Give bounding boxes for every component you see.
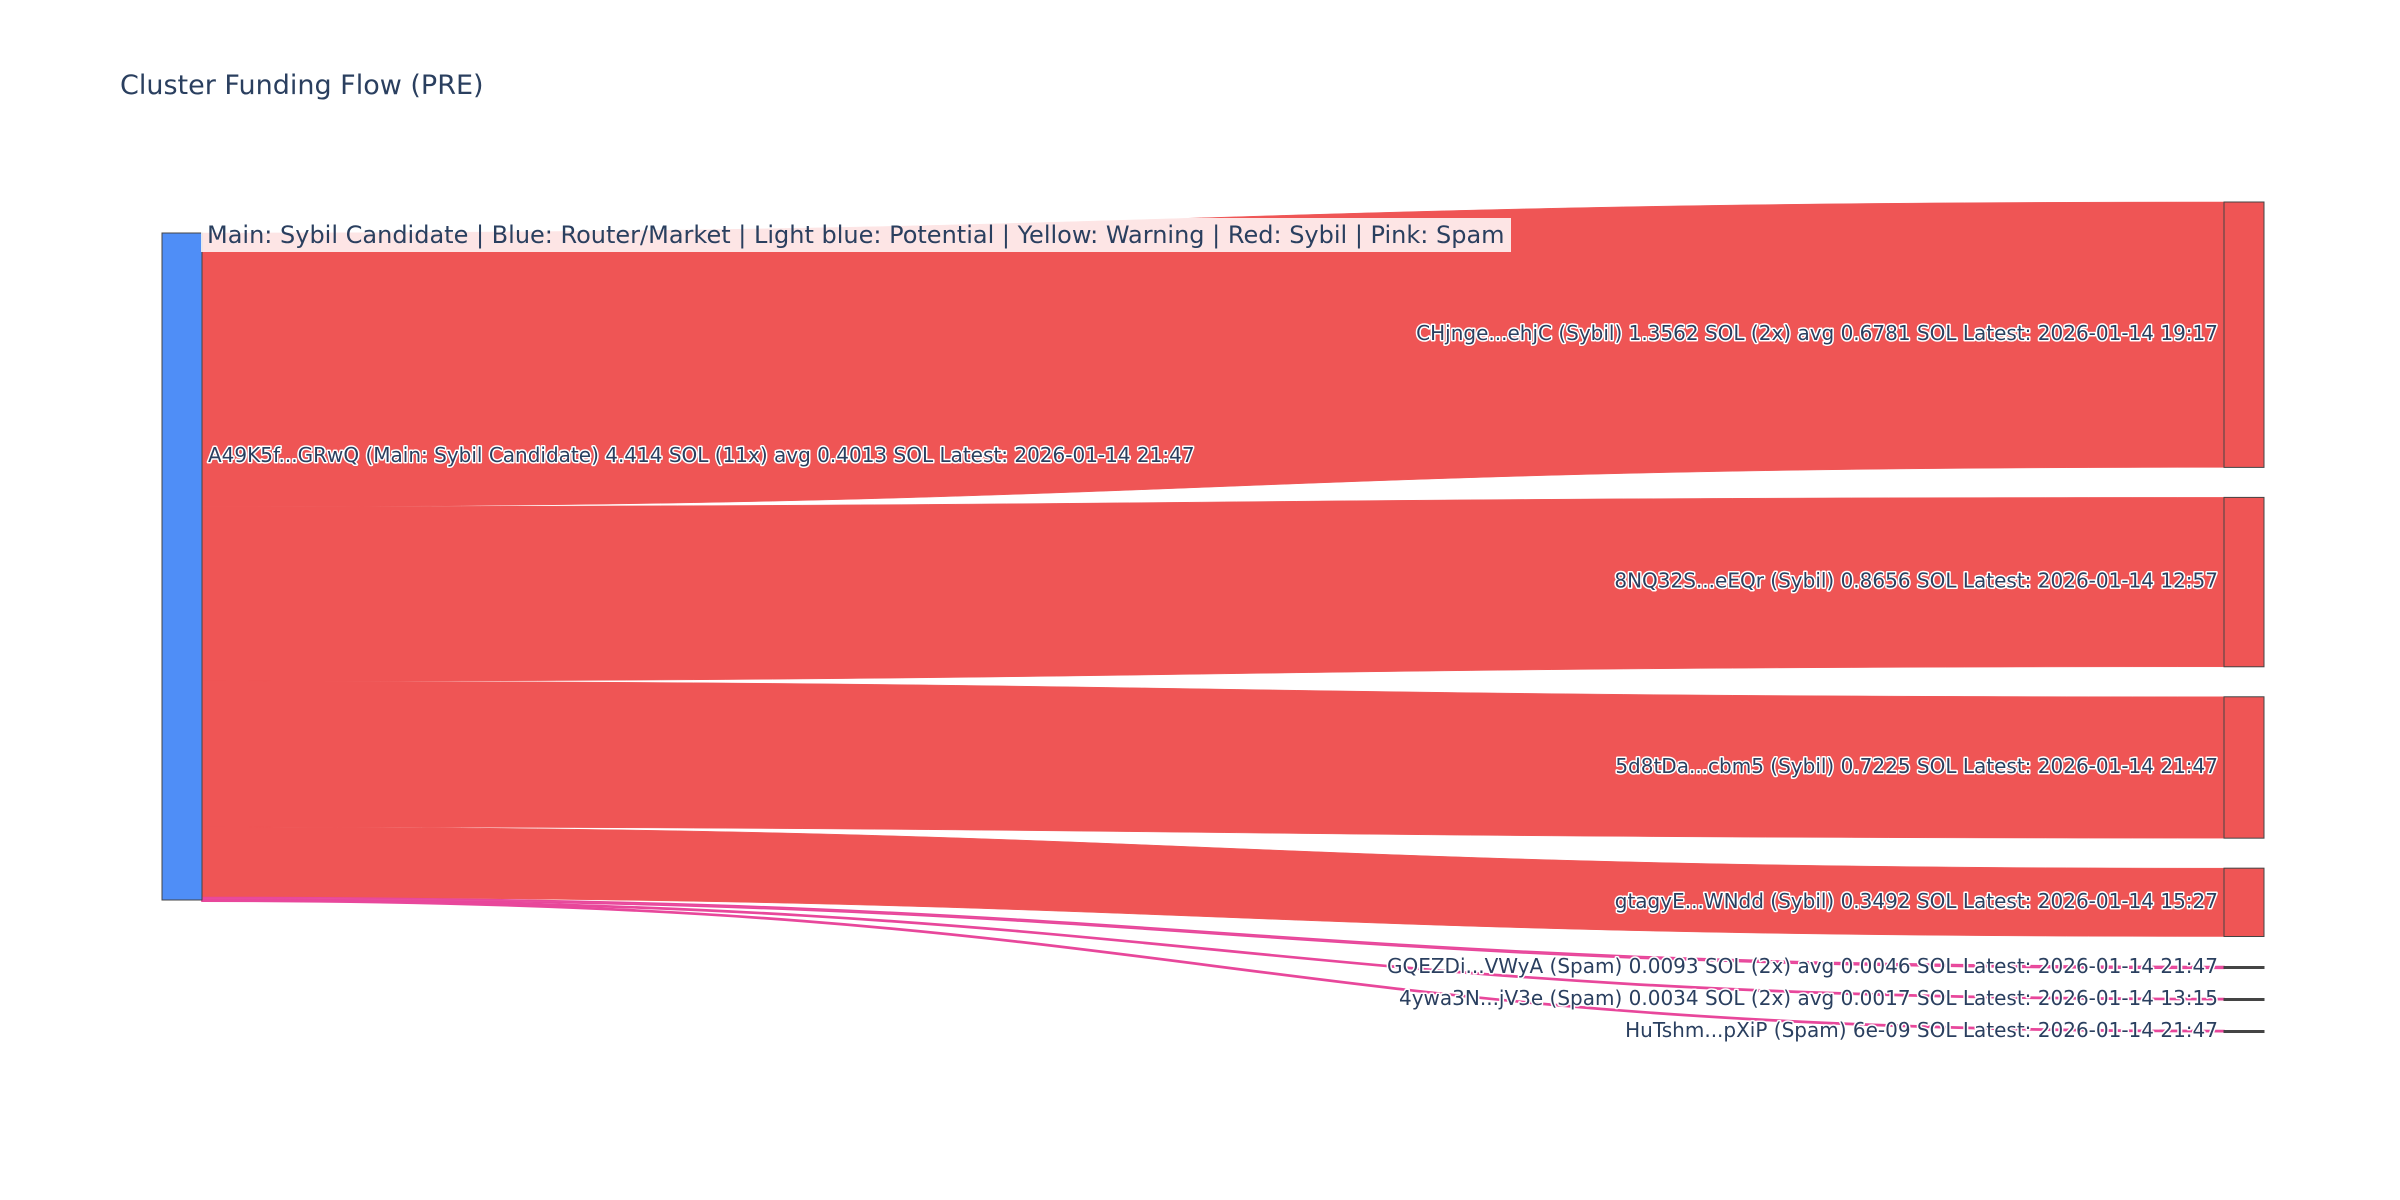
sankey-node-label: 8NQ32S...eEQr (Sybil) 0.8656 SOL Latest:…	[1614, 569, 2218, 593]
sankey-nodes	[161, 201, 2265, 1034]
sankey-node-label: gtagyE...WNdd (Sybil) 0.3492 SOL Latest:…	[1615, 889, 2218, 913]
sankey-node-label: HuTshm...pXiP (Spam) 6e-09 SOL Latest: 2…	[1625, 1018, 2218, 1042]
sankey-node-label: CHjnge...ehjC (Sybil) 1.3562 SOL (2x) av…	[1416, 321, 2218, 345]
chart-title: Cluster Funding Flow (PRE)	[120, 70, 484, 101]
sankey-node-target	[2223, 966, 2265, 970]
sankey-node-label: 4ywa3N...jV3e (Spam) 0.0034 SOL (2x) avg…	[1399, 986, 2218, 1010]
sankey-node-label: GQEZDi...VWyA (Spam) 0.0093 SOL (2x) avg…	[1387, 954, 2218, 978]
sankey-node-label: A49K5f...GRwQ (Main: Sybil Candidate) 4.…	[208, 443, 1195, 467]
sankey-links	[201, 201, 2225, 1033]
sankey-labels: A49K5f...GRwQ (Main: Sybil Candidate) 4.…	[207, 320, 2220, 1044]
sankey-node-source	[161, 232, 203, 901]
sankey-node-target	[2223, 201, 2265, 468]
sankey-node-label: 5d8tDa...cbm5 (Sybil) 0.7225 SOL Latest:…	[1615, 754, 2218, 778]
legend-annotation: Main: Sybil Candidate | Blue: Router/Mar…	[201, 218, 1511, 252]
sankey-node-target	[2223, 867, 2265, 938]
sankey-node-target	[2223, 696, 2265, 839]
sankey-node-target	[2223, 998, 2265, 1002]
sankey-node-target	[2223, 496, 2265, 668]
sankey-link	[201, 826, 2225, 937]
sankey-node-target	[2223, 1030, 2265, 1034]
